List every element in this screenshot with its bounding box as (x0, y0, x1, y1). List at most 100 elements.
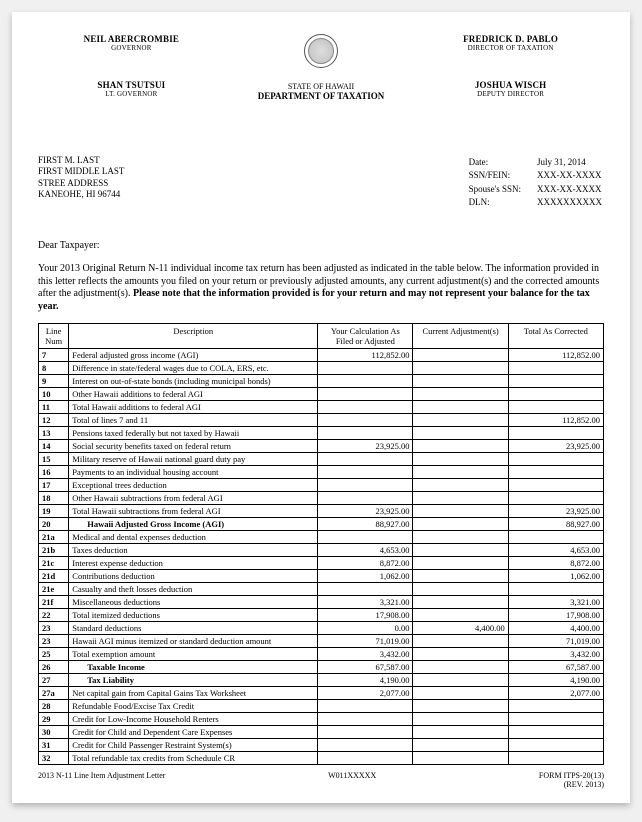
cell-desc: Federal adjusted gross income (AGI) (69, 349, 318, 362)
cell-filed (318, 752, 413, 765)
cell-adj (413, 518, 508, 531)
cell-adj (413, 583, 508, 596)
cell-line: 16 (39, 466, 69, 479)
page: NEIL ABERCROMBIE GOVERNOR FREDRICK D. PA… (12, 12, 630, 803)
addr-line: FIRST M. LAST (38, 155, 124, 166)
meta-table: Date:July 31, 2014 SSN/FEIN:XXX-XX-XXXX … (467, 155, 604, 210)
addressee-meta-row: FIRST M. LAST FIRST MIDDLE LAST STREE AD… (38, 155, 604, 210)
cell-desc: Total exemption amount (69, 648, 318, 661)
table-row: 25Total exemption amount3,432.003,432.00 (39, 648, 604, 661)
cell-line: 21a (39, 531, 69, 544)
header-left: NEIL ABERCROMBIE GOVERNOR (38, 34, 225, 52)
cell-adj (413, 388, 508, 401)
cell-line: 9 (39, 375, 69, 388)
footer-right: FORM ITPS-20(13) (REV. 2013) (539, 771, 604, 789)
cell-filed (318, 427, 413, 440)
table-row: 27aNet capital gain from Capital Gains T… (39, 687, 604, 700)
meta-block: Date:July 31, 2014 SSN/FEIN:XXX-XX-XXXX … (467, 155, 604, 210)
cell-corr: 67,587.00 (508, 661, 603, 674)
cell-filed: 67,587.00 (318, 661, 413, 674)
cell-line: 12 (39, 414, 69, 427)
addr-line: KANEOHE, HI 96744 (38, 189, 124, 200)
cell-adj (413, 349, 508, 362)
cell-line: 14 (39, 440, 69, 453)
cell-adj (413, 661, 508, 674)
table-row: 12Total of lines 7 and 11112,852.00 (39, 414, 604, 427)
salutation: Dear Taxpayer: (38, 240, 604, 251)
cell-filed: 17,908.00 (318, 609, 413, 622)
cell-adj (413, 648, 508, 661)
table-row: 32Total refundable tax credits from Sche… (39, 752, 604, 765)
cell-desc: Miscellaneous deductions (69, 596, 318, 609)
table-row: 23Hawaii AGI minus itemized or standard … (39, 635, 604, 648)
body-paragraph: Your 2013 Original Return N-11 individua… (38, 263, 604, 313)
cell-corr: 23,925.00 (508, 440, 603, 453)
cell-filed (318, 739, 413, 752)
cell-adj (413, 700, 508, 713)
table-header-row: Line Num Description Your Calculation As… (39, 324, 604, 349)
table-row: 23Standard deductions0.004,400.004,400.0… (39, 622, 604, 635)
cell-filed (318, 401, 413, 414)
cell-adj (413, 687, 508, 700)
cell-adj (413, 427, 508, 440)
table-row: 11Total Hawaii additions to federal AGI (39, 401, 604, 414)
header-row-1: NEIL ABERCROMBIE GOVERNOR FREDRICK D. PA… (38, 34, 604, 72)
cell-corr: 4,190.00 (508, 674, 603, 687)
cell-adj (413, 544, 508, 557)
table-row: 21bTaxes deduction4,653.004,653.00 (39, 544, 604, 557)
cell-filed (318, 388, 413, 401)
cell-corr (508, 700, 603, 713)
state-seal-icon (304, 34, 338, 68)
th-line: Line Num (39, 324, 69, 349)
governor-title: GOVERNOR (38, 44, 225, 52)
table-row: 30Credit for Child and Dependent Care Ex… (39, 726, 604, 739)
cell-corr (508, 726, 603, 739)
cell-filed (318, 531, 413, 544)
cell-corr: 112,852.00 (508, 414, 603, 427)
cell-line: 20 (39, 518, 69, 531)
cell-corr (508, 401, 603, 414)
cell-corr (508, 453, 603, 466)
table-row: 10Other Hawaii additions to federal AGI (39, 388, 604, 401)
cell-adj (413, 453, 508, 466)
cell-filed (318, 583, 413, 596)
th-corr: Total As Corrected (508, 324, 603, 349)
cell-line: 32 (39, 752, 69, 765)
table-row: 22Total itemized deductions17,908.0017,9… (39, 609, 604, 622)
director-name: FREDRICK D. PABLO (417, 34, 604, 44)
footer-center: W011XXXXX (328, 771, 376, 780)
meta-value: XXX-XX-XXXX (537, 170, 602, 181)
table-row: 17Exceptional trees deduction (39, 479, 604, 492)
cell-line: 25 (39, 648, 69, 661)
meta-label: Spouse's SSN: (469, 184, 535, 195)
table-row: 21fMiscellaneous deductions3,321.003,321… (39, 596, 604, 609)
cell-desc: Other Hawaii additions to federal AGI (69, 388, 318, 401)
cell-adj (413, 479, 508, 492)
cell-filed: 2,077.00 (318, 687, 413, 700)
cell-adj (413, 531, 508, 544)
cell-desc: Credit for Low-Income Household Renters (69, 713, 318, 726)
th-adj: Current Adjustment(s) (413, 324, 508, 349)
footer-rev: (REV. 2013) (539, 780, 604, 789)
cell-filed (318, 453, 413, 466)
cell-adj (413, 414, 508, 427)
cell-filed: 4,653.00 (318, 544, 413, 557)
cell-desc: Other Hawaii subtractions from federal A… (69, 492, 318, 505)
cell-desc: Total itemized deductions (69, 609, 318, 622)
cell-adj (413, 557, 508, 570)
table-row: 21cInterest expense deduction8,872.008,8… (39, 557, 604, 570)
cell-adj (413, 362, 508, 375)
header-row-2: SHAN TSUTSUI LT. GOVERNOR STATE OF HAWAI… (38, 80, 604, 101)
cell-line: 10 (39, 388, 69, 401)
cell-adj (413, 505, 508, 518)
cell-adj (413, 726, 508, 739)
cell-filed (318, 479, 413, 492)
cell-line: 21e (39, 583, 69, 596)
th-desc: Description (69, 324, 318, 349)
cell-filed (318, 726, 413, 739)
cell-desc: Standard deductions (69, 622, 318, 635)
cell-adj (413, 492, 508, 505)
cell-adj (413, 739, 508, 752)
cell-adj (413, 466, 508, 479)
cell-filed: 1,062.00 (318, 570, 413, 583)
